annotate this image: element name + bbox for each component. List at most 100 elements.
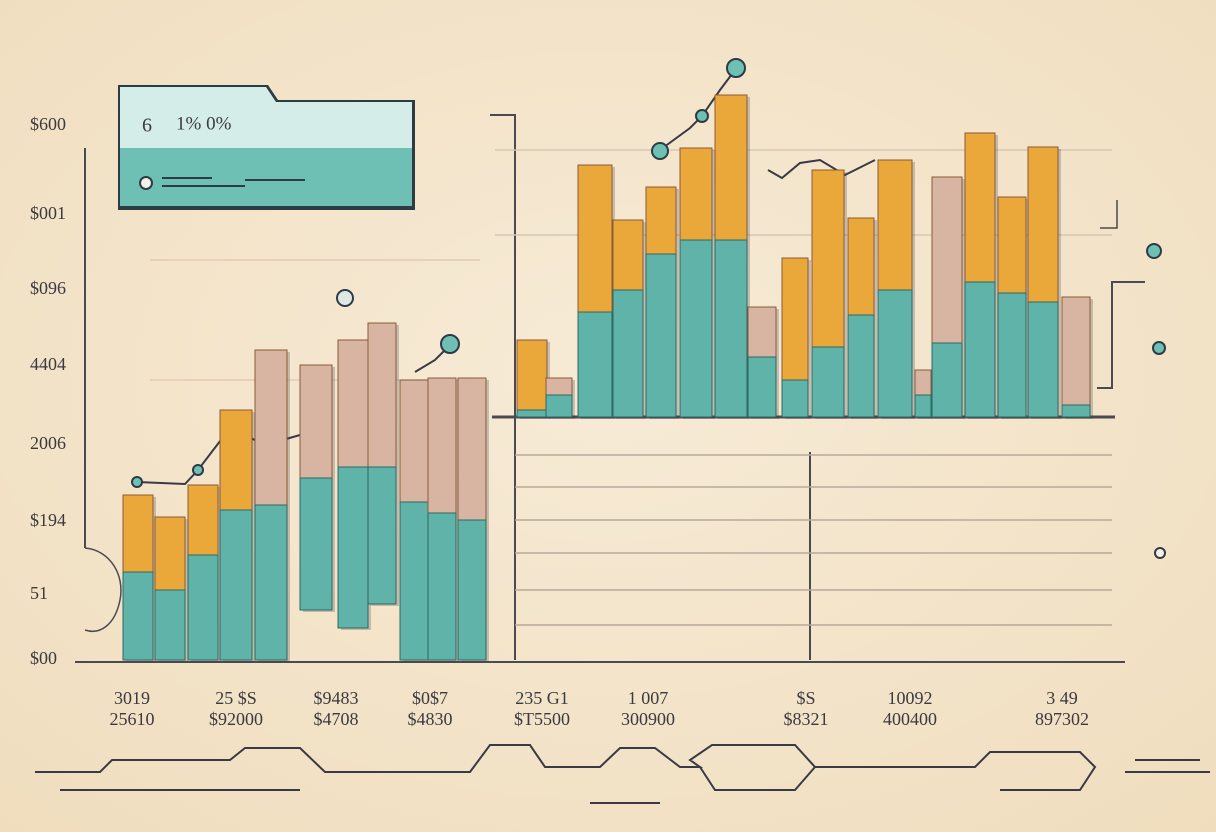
bar-bottom	[931, 342, 963, 418]
bar-bottom	[1061, 404, 1091, 418]
x-label: $9483	[314, 688, 359, 708]
bar-top	[964, 132, 996, 283]
bar-top	[187, 484, 219, 556]
x-label: 3 49	[1046, 688, 1078, 708]
bar-top	[122, 494, 154, 573]
bar-top	[714, 94, 748, 241]
x-label: $T5500	[514, 709, 570, 729]
side-bracket	[1097, 281, 1145, 389]
node	[131, 476, 143, 488]
node	[192, 464, 204, 476]
bar-top	[1027, 146, 1059, 303]
bar-top	[931, 176, 963, 344]
bar-top	[545, 377, 573, 396]
x-label: 10092	[888, 688, 933, 708]
footer-line	[60, 759, 1210, 804]
node	[440, 334, 460, 354]
trend-line	[767, 158, 876, 180]
bar-bottom	[337, 466, 369, 629]
bar-top	[337, 339, 369, 468]
card: 6 1% 0%	[118, 85, 415, 210]
bar-bottom	[811, 346, 845, 418]
bar-top	[679, 147, 713, 241]
bar-bottom	[154, 589, 186, 661]
bar-top	[612, 219, 644, 291]
bar-top	[847, 217, 875, 316]
bar-bottom	[747, 356, 777, 418]
bar-top	[997, 196, 1027, 294]
bar-top	[747, 306, 777, 358]
x-label: 300900	[621, 709, 675, 729]
x-label: 897302	[1035, 709, 1089, 729]
bar-bottom	[781, 379, 809, 418]
x-label: 3019	[114, 688, 150, 708]
bar-top	[154, 516, 186, 591]
y-label: 2006	[30, 433, 66, 453]
bar-top	[781, 257, 809, 381]
y-label: $600	[30, 114, 66, 134]
y-label: 4404	[30, 354, 66, 374]
x-label: $S	[796, 688, 815, 708]
x-label: 25610	[110, 709, 155, 729]
y-label: 51	[30, 583, 48, 603]
bar-top	[254, 349, 288, 506]
bar-top	[457, 377, 487, 521]
y-label: $00	[30, 648, 57, 668]
bar-top	[577, 164, 613, 313]
bar-bottom	[516, 409, 548, 418]
bar-bottom	[399, 501, 429, 661]
bar-bottom	[679, 239, 713, 418]
bar-top	[399, 379, 429, 503]
node	[651, 142, 669, 160]
nodes	[131, 58, 1166, 559]
bar-bottom	[577, 311, 613, 418]
x-label: $8321	[784, 709, 829, 729]
node	[336, 289, 354, 307]
footer-line	[35, 744, 1097, 791]
card-number: 6	[142, 115, 152, 137]
bar-top	[516, 339, 548, 411]
node	[695, 109, 709, 123]
bar-top	[427, 377, 457, 514]
bar-bottom	[367, 466, 397, 605]
bar-bottom	[847, 314, 875, 418]
card-dot	[139, 176, 153, 190]
bar-bottom	[1027, 301, 1059, 418]
node	[1154, 547, 1166, 559]
x-label: $0$7	[412, 688, 448, 708]
bar-bottom	[545, 394, 573, 418]
y-label: $096	[30, 278, 66, 298]
x-label: $4708	[314, 709, 359, 729]
bar-top	[877, 159, 913, 291]
bar-bottom	[219, 509, 253, 661]
bar-bottom	[914, 394, 932, 418]
x-label: 400400	[883, 709, 937, 729]
node	[726, 58, 746, 78]
node	[1152, 341, 1166, 355]
bars	[122, 94, 1093, 662]
bar-bottom	[612, 289, 644, 418]
bar-bottom	[122, 571, 154, 661]
right-bracket	[490, 114, 516, 660]
trend	[35, 69, 1210, 804]
y-label: $001	[30, 203, 66, 223]
node	[1146, 243, 1162, 259]
x-label: 235 G1	[515, 688, 569, 708]
bar-bottom	[645, 253, 677, 418]
card-percent: 1% 0%	[176, 113, 232, 134]
bar-bottom	[997, 292, 1027, 418]
bar-top	[367, 322, 397, 468]
bar-top	[219, 409, 253, 511]
bar-top	[914, 369, 932, 396]
x-label: $92000	[209, 709, 263, 729]
left-axis	[75, 148, 1125, 663]
bar-bottom	[254, 504, 288, 661]
y-label: $194	[30, 510, 66, 530]
x-label: 25 $S	[215, 688, 257, 708]
side-tick	[1100, 200, 1118, 229]
curve	[84, 547, 122, 632]
bar-bottom	[299, 477, 333, 611]
bar-top	[1061, 296, 1091, 406]
